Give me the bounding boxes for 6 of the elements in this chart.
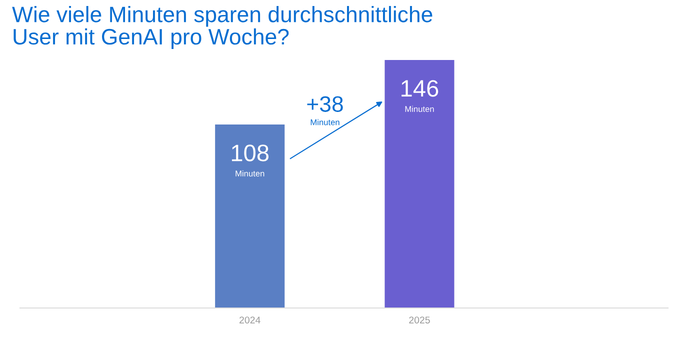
x-tick-label: 2025 xyxy=(409,316,430,324)
annotation: +38 Minuten xyxy=(307,96,343,126)
x-tick-label: 2024 xyxy=(240,316,260,324)
chart-title: Wie viele Minuten sparen durchschnittliche User mit GenAI pro Woche? xyxy=(12,6,432,50)
data-label: 146 Minuten xyxy=(402,80,438,112)
data-label: 108 Minuten xyxy=(232,144,269,176)
